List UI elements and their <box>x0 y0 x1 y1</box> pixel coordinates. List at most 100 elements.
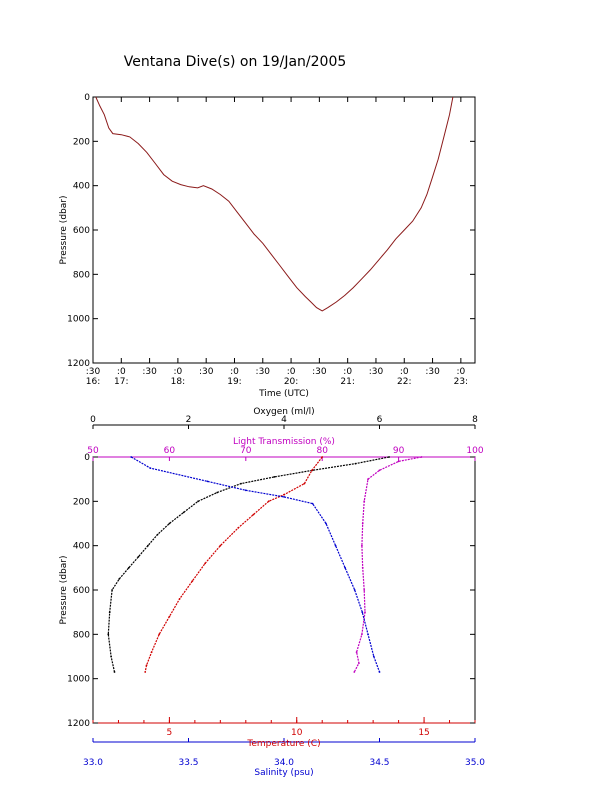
x-tick-label: :0 <box>400 367 409 377</box>
y-tick-label: 200 <box>73 497 90 507</box>
data-point <box>361 566 364 569</box>
data-point <box>361 611 364 614</box>
data-point <box>372 655 375 658</box>
data-point <box>178 598 181 600</box>
data-point <box>182 511 185 514</box>
salinity-axis-ticks: 33.0 33.5 34.0 34.5 35.0 <box>83 738 485 768</box>
salinity-tick-label: 35.0 <box>465 758 485 768</box>
x-tick-label: :0 <box>174 367 183 377</box>
x-tick-label: 18: <box>171 377 185 387</box>
data-point <box>344 566 346 569</box>
salinity-tick-label: 34.5 <box>369 758 389 768</box>
data-point <box>240 482 242 485</box>
x-tick-label: 19: <box>227 377 241 387</box>
y-tick-label: 600 <box>73 226 90 236</box>
data-point <box>158 633 161 636</box>
data-point <box>150 651 153 653</box>
y-tick-label: 600 <box>73 586 90 596</box>
data-point <box>364 611 366 614</box>
x-tick-label: 16: <box>86 377 100 387</box>
y-tick-label: 400 <box>73 182 90 192</box>
profile-y-ticks: 0 200 400 600 800 1000 1200 <box>67 453 475 729</box>
data-point <box>156 533 159 536</box>
data-point <box>325 522 327 525</box>
data-point <box>321 456 324 458</box>
data-point <box>267 500 270 503</box>
data-point <box>363 500 366 503</box>
data-point <box>378 671 381 673</box>
data-point <box>252 513 255 516</box>
profile-series <box>107 456 423 673</box>
data-point <box>244 489 247 492</box>
data-point <box>361 522 364 525</box>
y-tick-label: 800 <box>73 270 90 280</box>
data-point <box>219 544 222 547</box>
y-tick-label: 1000 <box>67 315 90 325</box>
x-tick-label: :0 <box>117 367 126 377</box>
data-point <box>237 527 240 529</box>
y-tick-label: 0 <box>84 93 90 103</box>
x-tick-label: :0 <box>287 367 296 377</box>
x-tick-label: 21: <box>340 377 354 387</box>
data-point <box>204 562 207 565</box>
x-tick-label: 20: <box>284 377 298 387</box>
data-point <box>378 469 381 472</box>
x-tick-label: :30 <box>142 367 157 377</box>
data-point <box>216 491 219 494</box>
data-point <box>130 456 133 458</box>
data-point <box>111 589 113 591</box>
data-point <box>311 502 314 505</box>
transmission-tick-label: 60 <box>164 446 176 456</box>
dive-profile-x-ticks: :3016::017::30:018::30:019::30:020::30:0… <box>86 97 468 387</box>
series-salinity <box>130 456 381 673</box>
transmission-tick-label: 90 <box>393 446 405 456</box>
x-tick-label: :30 <box>369 367 384 377</box>
data-point <box>110 655 112 658</box>
data-point <box>107 633 110 636</box>
data-point <box>145 664 148 667</box>
data-point <box>113 671 116 673</box>
data-point <box>137 555 140 558</box>
temperature-axis-ticks: 5 10 15 <box>92 717 476 738</box>
data-point <box>353 589 356 591</box>
data-point <box>283 496 285 498</box>
data-point <box>118 578 121 580</box>
data-point <box>358 662 360 664</box>
y-tick-label: 0 <box>84 453 90 463</box>
series-light-transmission <box>353 456 422 673</box>
data-point <box>361 544 363 547</box>
oxygen-tick-label: 0 <box>90 415 96 425</box>
data-point <box>354 462 357 465</box>
data-point <box>191 580 194 582</box>
x-tick-label: 17: <box>114 377 128 387</box>
y-tick-label: 800 <box>73 630 90 640</box>
dive-profile-line <box>95 96 454 312</box>
data-point <box>363 589 366 591</box>
transmission-tick-label: 50 <box>87 446 99 456</box>
oxygen-tick-label: 8 <box>472 415 478 425</box>
temperature-tick-label: 10 <box>291 728 303 738</box>
data-point <box>168 615 171 618</box>
x-tick-label: 22: <box>397 377 411 387</box>
data-point <box>367 478 369 481</box>
x-tick-label: :0 <box>456 367 465 377</box>
oxygen-tick-label: 2 <box>186 415 192 425</box>
series-temperature <box>144 456 323 673</box>
oxygen-axis-label: Oxygen (ml/l) <box>253 407 314 417</box>
oxygen-tick-label: 6 <box>377 415 383 425</box>
data-point <box>206 480 209 483</box>
profile-chart: 0 200 400 600 800 1000 1200 0 2 4 6 8 50 60 70 80 90 10… <box>59 407 485 778</box>
x-tick-label: :0 <box>343 367 352 377</box>
data-point <box>127 566 130 569</box>
salinity-axis-label: Salinity (psu) <box>254 768 313 778</box>
temperature-tick-label: 5 <box>167 728 173 738</box>
y-tick-label: 1200 <box>67 359 90 369</box>
data-point <box>388 456 390 458</box>
data-point <box>144 671 147 673</box>
salinity-tick-label: 33.5 <box>178 758 198 768</box>
data-point <box>334 544 337 547</box>
transmission-tick-label: 100 <box>466 446 483 456</box>
y-tick-label: 200 <box>73 137 90 147</box>
